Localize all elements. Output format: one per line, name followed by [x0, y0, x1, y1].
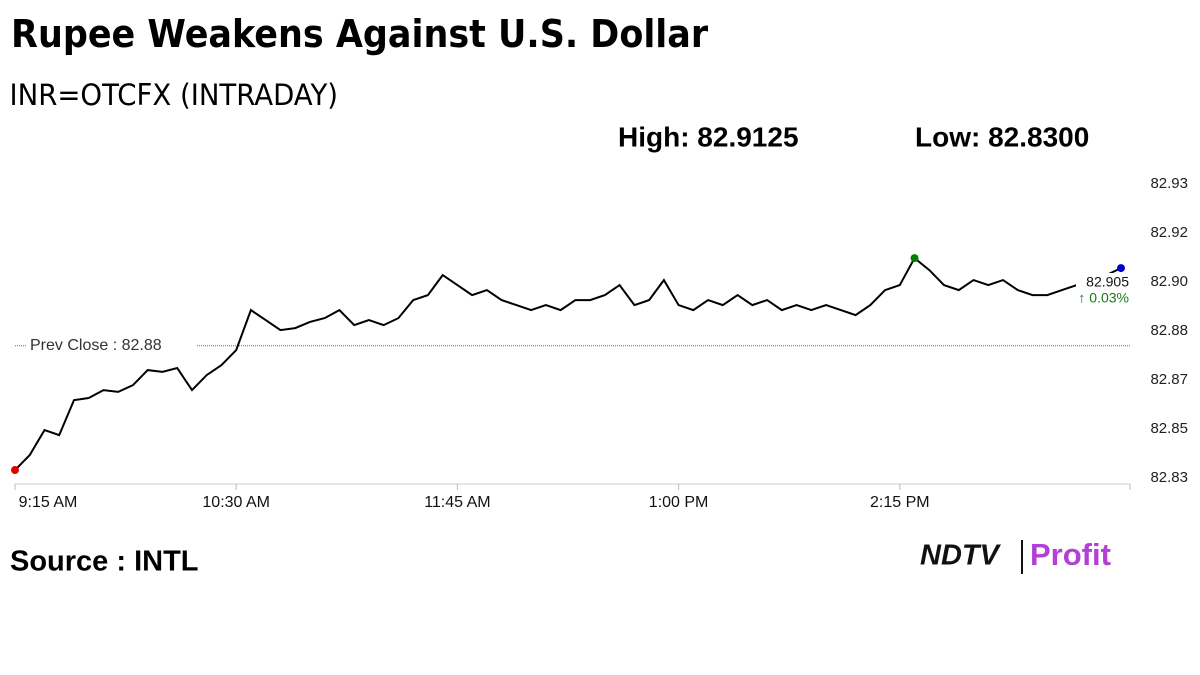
change-label: ↑ 0.03% [1078, 290, 1129, 306]
y-tick-label: 82.87 [1150, 371, 1188, 388]
x-tick-label: 9:15 AM [19, 494, 78, 511]
x-tick-label: 1:00 PM [649, 494, 709, 511]
y-tick-label: 82.83 [1150, 469, 1188, 486]
low-label: Low: 82.8300 [915, 121, 1089, 152]
source: Source : INTL [10, 546, 199, 578]
last-value-label: 82.905 [1086, 274, 1129, 290]
y-tick-label: 82.90 [1150, 273, 1188, 290]
y-tick-label: 82.92 [1150, 224, 1188, 241]
x-tick-label: 11:45 AM [424, 494, 490, 511]
last-label-bg [1076, 273, 1132, 309]
y-tick-label: 82.85 [1150, 420, 1188, 437]
prev-close-label: Prev Close : 82.88 [30, 337, 162, 354]
y-tick-label: 82.88 [1150, 322, 1188, 339]
prev-close-bg [26, 334, 196, 355]
marker-dot [910, 254, 919, 263]
price-line [14, 256, 1122, 471]
brand-ndtv: NDTV [920, 540, 1002, 572]
marker-dot [1117, 264, 1125, 273]
x-tick-label: 2:15 PM [870, 494, 930, 511]
chart-subtitle: INR=OTCFX (INTRADAY) [10, 79, 339, 113]
marker-dot [11, 466, 19, 475]
brand-profit: Profit [1030, 537, 1111, 572]
y-tick-label: 82.93 [1150, 175, 1188, 192]
high-label: High: 82.9125 [618, 121, 799, 152]
chart-title: Rupee Weakens Against U.S. Dollar [11, 12, 708, 57]
x-tick-label: 10:30 AM [202, 494, 270, 511]
